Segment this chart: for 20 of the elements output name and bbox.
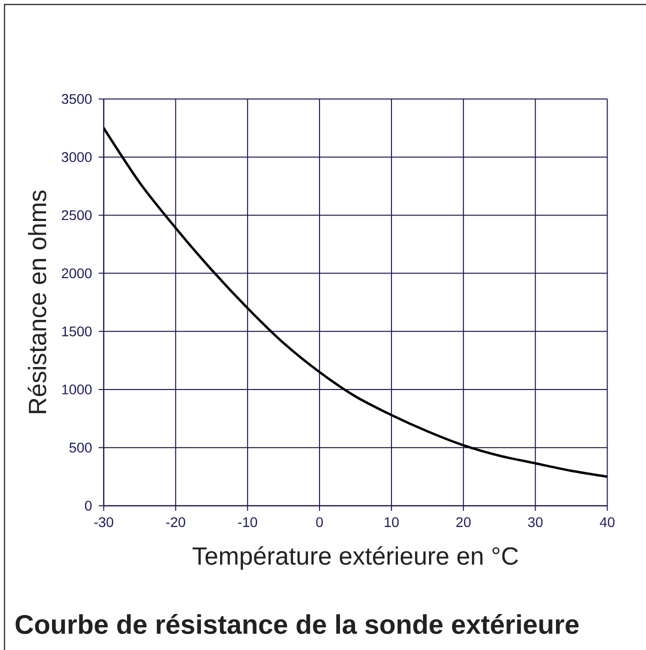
y-tick-label: 2000 <box>62 268 92 278</box>
y-tick-label: 1500 <box>62 326 92 336</box>
x-tick-label: -20 <box>166 517 186 528</box>
x-axis-title: Température extérieure en °C <box>192 546 518 570</box>
y-tick-label: 0 <box>84 500 92 511</box>
text: Courbe de résistance de la sonde extérieure <box>16 614 579 634</box>
y-tick-label: 2500 <box>62 210 92 220</box>
y-tick-label: 500 <box>69 442 92 453</box>
x-tick-label: 10 <box>384 517 399 528</box>
y-tick-label: 1000 <box>62 384 92 394</box>
x-tick-label: -30 <box>94 517 114 528</box>
x-tick-label: -10 <box>238 517 258 528</box>
x-tick-label: 20 <box>456 517 471 528</box>
y-tick-label: 3500 <box>62 94 92 104</box>
y-tick-label: 3000 <box>62 152 92 162</box>
x-tick-label: 0 <box>316 517 323 528</box>
y-axis-title: Résistance en ohms <box>28 190 46 414</box>
line-series <box>104 126 608 478</box>
x-tick-label: 40 <box>600 517 615 528</box>
x-tick-label: 30 <box>528 517 543 528</box>
